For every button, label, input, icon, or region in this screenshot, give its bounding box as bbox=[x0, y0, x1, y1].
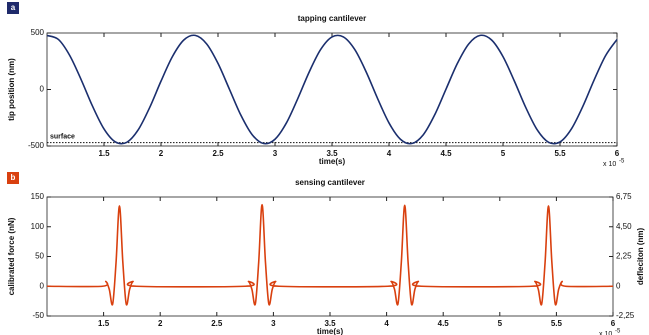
x-exponent: -5 bbox=[615, 329, 621, 335]
plot-frame bbox=[46, 196, 614, 317]
panel-label: b bbox=[11, 173, 16, 182]
x-axis-label: time(s) bbox=[317, 327, 344, 335]
x-tick-label: 4.5 bbox=[440, 149, 452, 158]
chart-title: tapping cantilever bbox=[298, 14, 366, 23]
y2-tick-label: 0 bbox=[616, 281, 621, 290]
x-tick-label: 2.5 bbox=[212, 149, 224, 158]
y-tick-label: 0 bbox=[40, 85, 45, 94]
x-tick-label: 3.5 bbox=[324, 319, 336, 328]
y-tick-label: 50 bbox=[35, 252, 44, 261]
data-line bbox=[46, 203, 614, 306]
data-line bbox=[46, 34, 618, 145]
chart-title: sensing cantilever bbox=[295, 178, 365, 187]
x-exponent: -5 bbox=[619, 159, 625, 165]
x-tick-label: 3 bbox=[273, 149, 278, 158]
panel-label-box bbox=[7, 172, 19, 184]
x-tick-label: 5 bbox=[498, 319, 503, 328]
y-tick-label: -500 bbox=[28, 141, 45, 150]
x-tick-label: 2.5 bbox=[211, 319, 223, 328]
x-tick-label: 5 bbox=[501, 149, 506, 158]
y-tick-label: 0 bbox=[40, 281, 45, 290]
x-tick-label: 5.5 bbox=[551, 319, 563, 328]
plot-frame bbox=[46, 32, 618, 147]
y2-axis-label: defleciton (nm) bbox=[636, 228, 645, 286]
y-tick-label: 100 bbox=[31, 222, 45, 231]
x-tick-label: 3.5 bbox=[326, 149, 338, 158]
y-tick-label: 500 bbox=[31, 28, 45, 37]
x-tick-label: 2 bbox=[158, 319, 163, 328]
y2-tick-label: 4,50 bbox=[616, 222, 632, 231]
x-tick-label: 4.5 bbox=[438, 319, 450, 328]
y2-tick-label: -2,25 bbox=[616, 311, 635, 320]
y-axis-label: calibrated force (nN) bbox=[7, 217, 16, 295]
x-multiplier: x 10 bbox=[599, 331, 612, 335]
surface-label: surface bbox=[50, 133, 75, 140]
x-tick-label: 2 bbox=[159, 149, 164, 158]
x-tick-label: 6 bbox=[615, 149, 620, 158]
x-axis-label: time(s) bbox=[319, 157, 346, 166]
panel-label: a bbox=[11, 3, 16, 12]
x-tick-label: 3 bbox=[271, 319, 276, 328]
x-multiplier: x 10 bbox=[603, 161, 616, 168]
x-tick-label: 4 bbox=[387, 149, 392, 158]
x-tick-label: 6 bbox=[611, 319, 616, 328]
x-tick-label: 1.5 bbox=[98, 149, 110, 158]
x-tick-label: 5.5 bbox=[554, 149, 566, 158]
y-tick-label: -50 bbox=[32, 311, 44, 320]
x-tick-label: 1.5 bbox=[98, 319, 110, 328]
y-axis-label: tip position (nm) bbox=[7, 58, 16, 121]
panel-label-box bbox=[7, 2, 19, 14]
y2-tick-label: 2,25 bbox=[616, 252, 632, 261]
y2-tick-label: 6,75 bbox=[616, 192, 632, 201]
x-tick-label: 4 bbox=[384, 319, 389, 328]
y-tick-label: 150 bbox=[31, 192, 45, 201]
